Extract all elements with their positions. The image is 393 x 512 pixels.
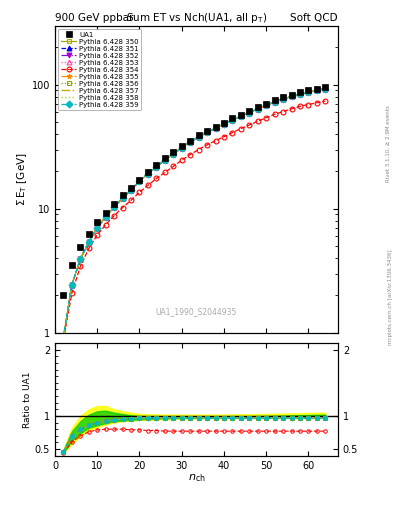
X-axis label: $n_\mathrm{ch}$: $n_\mathrm{ch}$ [187, 472, 206, 484]
Text: UA1_1990_S2044935: UA1_1990_S2044935 [156, 307, 237, 316]
Y-axis label: Ratio to UA1: Ratio to UA1 [23, 371, 32, 428]
Text: 900 GeV ppbar: 900 GeV ppbar [55, 13, 133, 23]
Text: Rivet 3.1.10, ≥ 2.9M events: Rivet 3.1.10, ≥ 2.9M events [386, 105, 391, 182]
Title: Sum ET vs Nch(UA1, all $\mathrm{p_T}$): Sum ET vs Nch(UA1, all $\mathrm{p_T}$) [126, 11, 267, 26]
Legend: UA1, Pythia 6.428 350, Pythia 6.428 351, Pythia 6.428 352, Pythia 6.428 353, Pyt: UA1, Pythia 6.428 350, Pythia 6.428 351,… [59, 29, 141, 111]
Text: mcplots.cern.ch [arXiv:1306.3436]: mcplots.cern.ch [arXiv:1306.3436] [387, 249, 393, 345]
Y-axis label: $\Sigma\,\mathrm{E_T}$ [GeV]: $\Sigma\,\mathrm{E_T}$ [GeV] [15, 153, 29, 206]
Text: Soft QCD: Soft QCD [290, 13, 338, 23]
